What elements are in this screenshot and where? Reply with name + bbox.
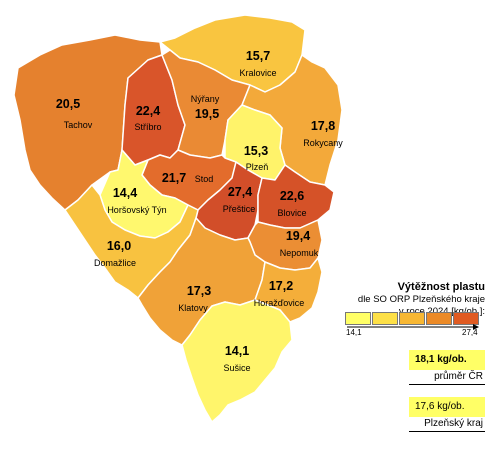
- legend-subtitle-2: v roce 2024 [kg/ob.]:: [330, 306, 485, 318]
- region-name-stod: Stod: [195, 174, 214, 184]
- avg-cr-box: 18,1 kg/ob. průměr ČR: [409, 350, 485, 385]
- scale-max-label: 27,4: [462, 328, 478, 337]
- region-name-nepomuk: Nepomuk: [280, 248, 319, 258]
- region-susice[interactable]: [181, 299, 293, 423]
- region-name-domazlice: Domažlice: [94, 258, 136, 268]
- scale-min-label: 14,1: [346, 328, 362, 337]
- avg-cr-value: 18,1 kg/ob.: [409, 350, 485, 370]
- region-value-nepomuk: 19,4: [286, 229, 310, 243]
- region-value-tachov: 20,5: [56, 97, 80, 111]
- region-value-blovice: 22,6: [280, 189, 304, 203]
- region-value-horazdovice: 17,2: [269, 279, 293, 293]
- avg-kraj-value: 17,6 kg/ob.: [409, 397, 485, 417]
- scale-swatch-4: [426, 312, 452, 325]
- region-value-kralovice: 15,7: [246, 49, 270, 63]
- avg-kraj-label: Plzeňský kraj: [409, 417, 485, 432]
- region-blovice[interactable]: [257, 164, 335, 229]
- region-name-susice: Sušice: [223, 363, 250, 373]
- region-name-stribro: Stříbro: [134, 122, 161, 132]
- scale-swatch-5: [453, 312, 479, 325]
- region-name-prestice: Přeštice: [223, 204, 256, 214]
- scale-swatch-2: [372, 312, 398, 325]
- region-name-tachov: Tachov: [64, 120, 93, 130]
- region-value-plzen: 15,3: [244, 144, 268, 158]
- legend-subtitle-1: dle SO ORP Plzeňského kraje: [357, 294, 485, 305]
- region-value-susice: 14,1: [225, 344, 249, 358]
- region-value-prestice: 27,4: [228, 185, 252, 199]
- avg-kraj-box: 17,6 kg/ob. Plzeňský kraj: [409, 397, 485, 432]
- color-scale: 14,1 27,4: [345, 312, 485, 342]
- region-name-rokycany: Rokycany: [303, 138, 343, 148]
- scale-swatch-3: [399, 312, 425, 325]
- legend-title: Výtěžnost plastu: [397, 281, 485, 293]
- region-name-horsovsky: Horšovský Týn: [107, 205, 166, 215]
- color-scale-bar: [345, 312, 480, 325]
- region-value-rokycany: 17,8: [311, 119, 335, 133]
- avg-cr-label: průměr ČR: [409, 370, 485, 385]
- region-value-horsovsky: 14,4: [113, 186, 137, 200]
- region-name-plzen: Plzeň: [246, 162, 269, 172]
- region-name-klatovy: Klatovy: [178, 303, 208, 313]
- region-value-klatovy: 17,3: [187, 284, 211, 298]
- region-value-stod: 21,7: [162, 171, 186, 185]
- region-value-stribro: 22,4: [136, 104, 160, 118]
- region-name-horazdovice: Horažďovice: [254, 298, 305, 308]
- legend: Výtěžnost plastu dle SO ORP Plzeňského k…: [330, 280, 485, 318]
- region-name-blovice: Blovice: [277, 208, 306, 218]
- region-value-domazlice: 16,0: [107, 239, 131, 253]
- scale-arrow-icon: [347, 324, 479, 330]
- region-value-nyrany: 19,5: [195, 107, 219, 121]
- region-name-nyrany: Nýřany: [191, 94, 220, 104]
- region-name-kralovice: Kralovice: [239, 68, 276, 78]
- scale-swatch-1: [345, 312, 371, 325]
